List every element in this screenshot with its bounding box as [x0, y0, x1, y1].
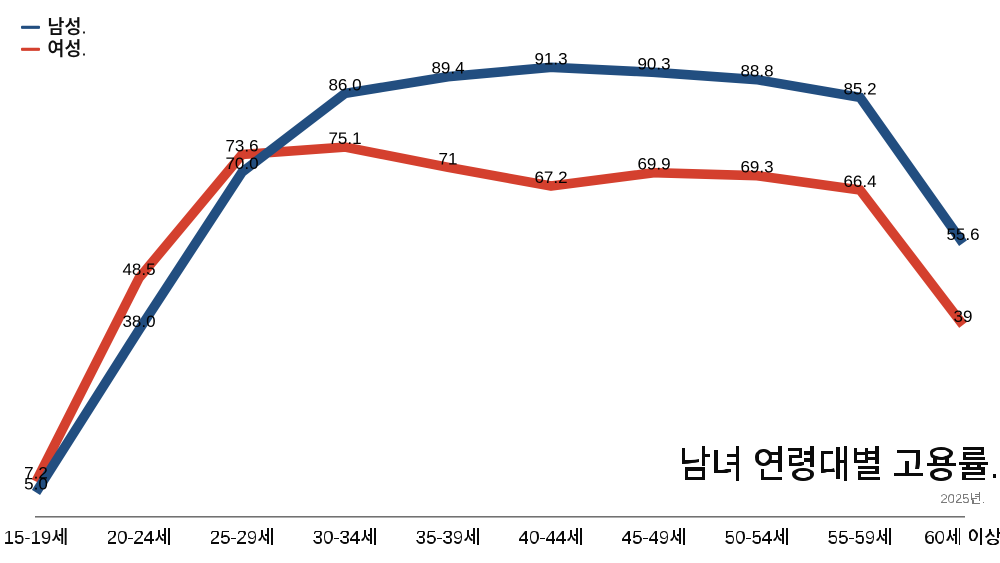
svg-text:86.0: 86.0 — [328, 75, 361, 94]
svg-text:67.2: 67.2 — [534, 168, 567, 187]
svg-text:90.3: 90.3 — [637, 54, 670, 73]
svg-text:75.1: 75.1 — [328, 129, 361, 148]
svg-text:85.2: 85.2 — [843, 79, 876, 98]
svg-text:88.8: 88.8 — [740, 62, 773, 81]
svg-text:39: 39 — [954, 307, 973, 326]
svg-text:69.9: 69.9 — [637, 155, 670, 174]
svg-text:66.4: 66.4 — [843, 172, 876, 191]
svg-text:71: 71 — [439, 149, 458, 168]
svg-text:48.5: 48.5 — [122, 260, 155, 279]
svg-text:91.3: 91.3 — [534, 49, 567, 68]
svg-text:38.0: 38.0 — [122, 312, 155, 331]
svg-text:73.6: 73.6 — [225, 137, 258, 156]
svg-text:70.0: 70.0 — [225, 154, 258, 173]
svg-text:89.4: 89.4 — [431, 59, 464, 78]
svg-text:7.2: 7.2 — [24, 464, 48, 483]
svg-text:55.6: 55.6 — [946, 225, 979, 244]
svg-text:5.0: 5.0 — [24, 474, 48, 493]
svg-text:69.3: 69.3 — [740, 158, 773, 177]
